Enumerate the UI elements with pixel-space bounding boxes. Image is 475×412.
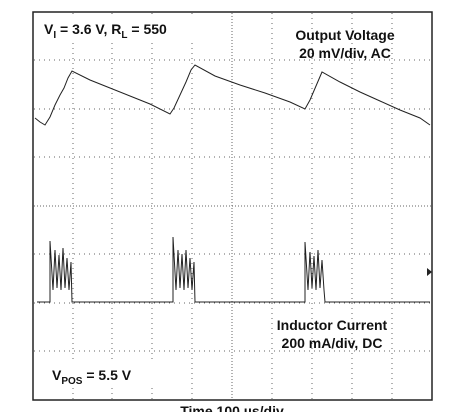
vpos-symbol: V — [52, 367, 62, 383]
grid — [34, 13, 431, 399]
current-title: Inductor Current — [277, 317, 388, 333]
vpos-rest: = 5.5 V — [82, 367, 131, 383]
conditions-label: VI = 3.6 V, RL = 550 — [44, 21, 167, 41]
current-scale: 200 mA/div, DC — [282, 335, 383, 351]
rl-sub: L — [121, 30, 127, 41]
vi-symbol: V — [44, 21, 54, 37]
vpos-sub: POS — [61, 376, 82, 387]
output-scale: 20 mV/div, AC — [299, 45, 391, 61]
label-box — [38, 18, 220, 40]
trigger-marker — [427, 268, 432, 276]
vi-rest: = 3.6 V, R — [56, 21, 121, 37]
output-title: Output Voltage — [295, 27, 394, 43]
inductor-current-trace — [37, 236, 430, 303]
rl-rest: = 550 — [127, 21, 167, 37]
output-voltage-trace — [34, 64, 431, 126]
label-box — [40, 362, 170, 388]
vi-sub: I — [53, 30, 56, 41]
time-caption: Time 100 µs/div — [180, 403, 284, 412]
vpos-label: VPOS = 5.5 V — [52, 367, 132, 387]
